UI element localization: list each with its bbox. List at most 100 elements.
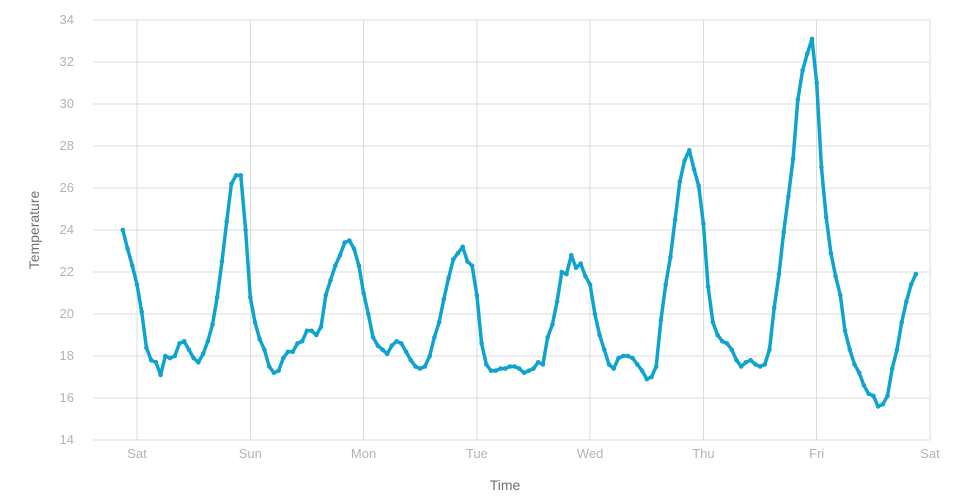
- data-point: [172, 353, 178, 359]
- data-point: [625, 353, 631, 359]
- data-point: [493, 368, 499, 374]
- data-point: [800, 68, 805, 73]
- data-point: [271, 370, 277, 376]
- x-axis-title: Time: [490, 477, 521, 493]
- data-point: [828, 250, 834, 256]
- data-point: [181, 339, 187, 344]
- data-point: [885, 393, 890, 399]
- data-point: [852, 362, 857, 367]
- x-tick-label: Wed: [577, 446, 604, 461]
- data-point: [380, 347, 385, 353]
- data-point: [748, 357, 753, 363]
- x-tick-label: Thu: [692, 446, 714, 461]
- data-point: [531, 366, 536, 371]
- data-point: [526, 368, 532, 374]
- y-tick-label: 20: [60, 306, 74, 321]
- data-point: [399, 341, 404, 346]
- data-point: [134, 282, 140, 287]
- data-point: [668, 254, 673, 260]
- data-point: [474, 292, 480, 298]
- data-point: [413, 364, 418, 369]
- series-line: [121, 37, 918, 409]
- data-point: [554, 299, 560, 304]
- data-point: [394, 339, 399, 344]
- data-point: [318, 324, 324, 329]
- data-point: [370, 334, 376, 340]
- data-point: [611, 366, 616, 371]
- data-point: [299, 339, 305, 344]
- data-point: [389, 343, 395, 348]
- data-point: [502, 366, 508, 371]
- data-point: [498, 366, 503, 371]
- data-point: [724, 341, 730, 346]
- data-point: [366, 311, 371, 317]
- data-point: [762, 362, 768, 367]
- data-point: [861, 383, 867, 388]
- data-point: [705, 284, 711, 290]
- data-point: [465, 259, 470, 264]
- data-point: [805, 51, 810, 56]
- data-point: [337, 252, 343, 258]
- data-point: [233, 173, 239, 178]
- data-point: [248, 294, 253, 300]
- data-point: [186, 347, 192, 353]
- data-point: [635, 362, 640, 367]
- data-point: [148, 357, 154, 363]
- data-point: [436, 320, 442, 325]
- data-point: [672, 217, 678, 222]
- data-point: [823, 215, 829, 220]
- data-point: [177, 341, 182, 346]
- y-axis-title: Temperature: [26, 190, 42, 269]
- data-point: [771, 305, 777, 311]
- data-point: [535, 360, 541, 365]
- data-point: [427, 353, 433, 359]
- data-point: [361, 290, 366, 296]
- data-point: [677, 179, 683, 184]
- data-point: [158, 372, 163, 378]
- data-point: [451, 257, 456, 262]
- data-point: [606, 362, 612, 367]
- data-point: [243, 227, 248, 233]
- data-point: [790, 156, 796, 161]
- data-point: [328, 278, 333, 283]
- data-point: [578, 261, 583, 266]
- data-point: [592, 311, 598, 317]
- data-point: [375, 343, 381, 348]
- data-point: [281, 355, 286, 361]
- data-point: [545, 334, 550, 340]
- y-tick-label: 24: [60, 222, 74, 237]
- data-point: [356, 263, 362, 269]
- data-point: [441, 297, 447, 302]
- data-point: [295, 341, 300, 346]
- data-point: [871, 393, 876, 399]
- data-point: [432, 334, 437, 340]
- data-point: [550, 322, 555, 327]
- data-point: [847, 347, 853, 353]
- data-point: [200, 351, 206, 357]
- data-point: [252, 320, 258, 325]
- data-point: [163, 353, 168, 359]
- y-tick-label: 26: [60, 180, 74, 195]
- data-point: [460, 244, 466, 250]
- x-tick-label: Mon: [351, 446, 376, 461]
- data-point: [838, 292, 843, 298]
- data-point: [422, 364, 428, 369]
- data-point: [738, 364, 744, 369]
- data-point: [734, 357, 739, 363]
- data-point: [333, 263, 338, 269]
- data-point: [696, 183, 701, 189]
- data-point: [342, 240, 348, 245]
- data-point: [753, 362, 758, 367]
- y-tick-label: 32: [60, 54, 74, 69]
- data-point: [866, 391, 871, 397]
- data-point: [139, 309, 144, 315]
- data-point: [219, 259, 225, 264]
- x-tick-label: Tue: [466, 446, 488, 461]
- data-point: [795, 97, 801, 103]
- data-point: [446, 276, 451, 281]
- data-point: [210, 322, 215, 327]
- data-point: [710, 320, 716, 325]
- data-point: [653, 364, 659, 369]
- data-point: [469, 263, 475, 269]
